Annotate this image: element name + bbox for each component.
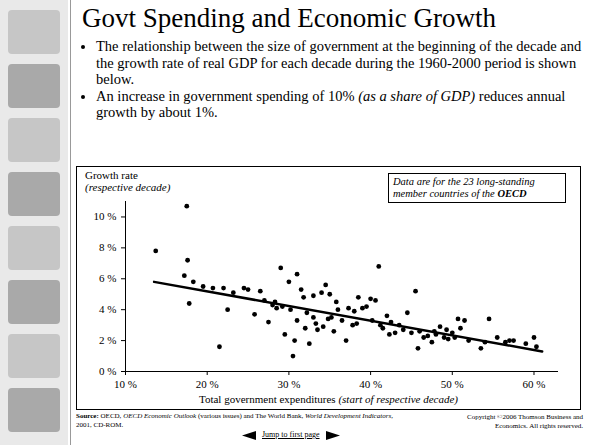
html-text:The relationship between the s: The relationship between the size of gov… bbox=[96, 38, 582, 87]
html-text:(respective decade): (respective decade) bbox=[85, 181, 171, 193]
svg-text:40 %: 40 % bbox=[359, 378, 382, 390]
html-text:Source: OECD, OECD Economic Ou: Source: OECD, OECD Economic Outlook (var… bbox=[76, 412, 393, 429]
svg-text:4 %: 4 % bbox=[99, 303, 116, 315]
html-text:Data are for the 23 long-stand: Data are for the 23 long-standing member… bbox=[393, 176, 535, 199]
html-text:An increase in government spen: An increase in government spending of 10… bbox=[96, 87, 566, 120]
svg-text:10 %: 10 % bbox=[114, 378, 137, 390]
svg-text:10 %: 10 % bbox=[94, 210, 117, 222]
svg-text:8 %: 8 % bbox=[99, 241, 116, 253]
svg-text:20 %: 20 % bbox=[196, 378, 219, 390]
html-text:Growth rate: Growth rate bbox=[85, 169, 138, 181]
svg-text:2 %: 2 % bbox=[99, 334, 116, 346]
svg-text:0 %: 0 % bbox=[99, 365, 116, 377]
svg-text:60 %: 60 % bbox=[523, 378, 546, 390]
html-text:Jump to first page: Jump to first page bbox=[262, 430, 320, 439]
svg-text:50 %: 50 % bbox=[441, 378, 464, 390]
svg-text:30 %: 30 % bbox=[277, 378, 300, 390]
html-text:Total government expenditures: Total government expenditures (start of … bbox=[199, 393, 458, 405]
html-text:Govt Spending and Economic Gro: Govt Spending and Economic Growth bbox=[82, 3, 496, 33]
html-text:Copyright ©2006 Thomson Busine: Copyright ©2006 Thomson Business and Eco… bbox=[467, 413, 583, 430]
svg-text:6 %: 6 % bbox=[99, 272, 116, 284]
